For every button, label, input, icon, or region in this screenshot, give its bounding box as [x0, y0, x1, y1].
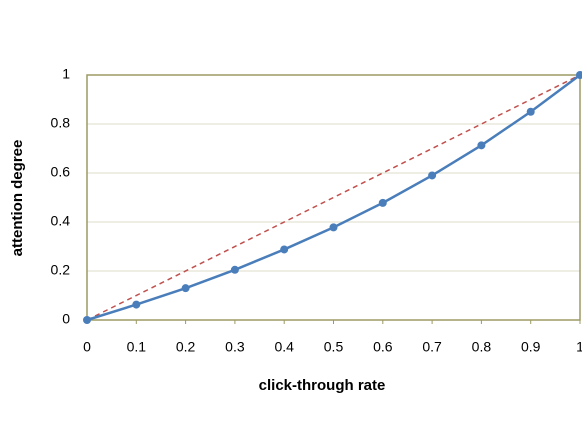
y-tick-label: 0.2: [51, 262, 71, 278]
y-tick-label: 0.6: [51, 164, 71, 180]
point: [181, 284, 190, 293]
x-tick-label: 0.9: [521, 339, 541, 355]
point: [280, 245, 289, 254]
y-tick-label: 0.8: [51, 115, 71, 131]
x-tick-label: 0.7: [422, 339, 442, 355]
x-tick-label: 0.8: [472, 339, 492, 355]
point: [83, 316, 91, 324]
x-tick-label: 0.3: [225, 339, 245, 355]
point: [329, 223, 338, 232]
y-tick-label: 1: [62, 66, 70, 82]
point: [378, 198, 387, 207]
point: [132, 300, 141, 309]
x-tick-label: 0.1: [127, 339, 147, 355]
point: [428, 171, 437, 180]
x-tick-label: 1: [576, 339, 582, 355]
y-tick-label: 0.4: [51, 213, 71, 229]
x-axis-title: click-through rate: [259, 377, 386, 394]
x-tick-label: 0.2: [176, 339, 196, 355]
point: [526, 107, 535, 116]
y-tick-label: 0: [62, 311, 70, 327]
x-tick-label: 0: [83, 339, 91, 355]
x-tick-label: 0.6: [373, 339, 393, 355]
point: [576, 71, 582, 79]
x-tick-label: 0.4: [274, 339, 294, 355]
series-line: [86, 74, 581, 321]
x-tick-label: 0.5: [324, 339, 344, 355]
plot-border: [86, 74, 581, 321]
point: [477, 141, 486, 150]
y-axis-title: attention degree: [9, 140, 26, 257]
point: [230, 265, 239, 274]
